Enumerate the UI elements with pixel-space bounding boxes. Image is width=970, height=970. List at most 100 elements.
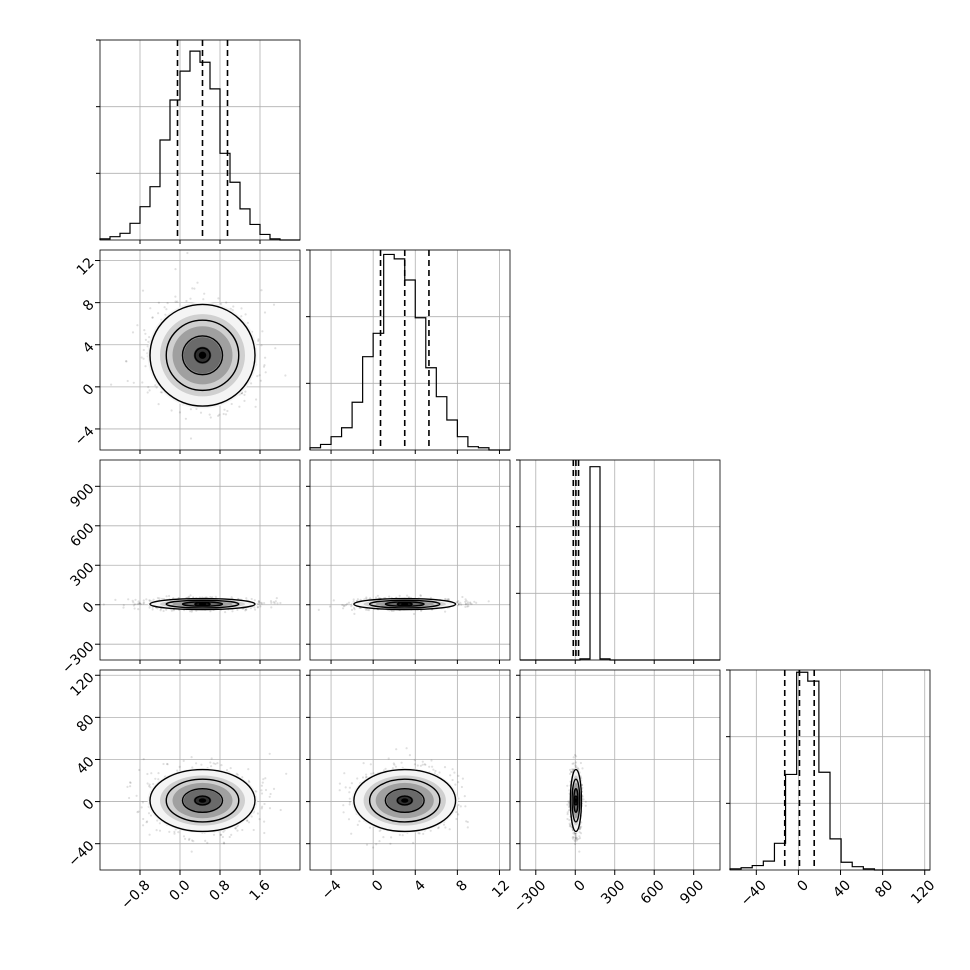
sample-point xyxy=(341,603,344,607)
sample-point xyxy=(421,760,424,763)
sample-point xyxy=(398,833,401,837)
sample-point xyxy=(158,829,162,832)
sample-point xyxy=(389,842,392,845)
sample-point xyxy=(366,608,369,612)
sample-point xyxy=(142,602,145,605)
sample-point xyxy=(579,827,582,830)
sample-point xyxy=(487,600,490,603)
sample-point xyxy=(342,811,345,814)
sample-point xyxy=(269,600,273,603)
sample-point xyxy=(374,596,378,599)
sample-point xyxy=(272,787,276,791)
sample-point xyxy=(212,762,215,765)
sample-point xyxy=(243,393,246,396)
sample-point xyxy=(133,607,136,610)
sample-point xyxy=(346,602,349,605)
sample-point xyxy=(249,607,252,610)
contour-line-0 xyxy=(353,768,457,833)
sample-point xyxy=(129,781,132,784)
sample-point xyxy=(114,598,117,602)
sample-point xyxy=(248,781,251,784)
sample-point xyxy=(365,597,368,600)
sample-point xyxy=(137,602,141,605)
sample-point xyxy=(344,604,347,607)
sample-point xyxy=(165,308,168,311)
sample-point xyxy=(246,819,249,823)
sample-point xyxy=(224,413,228,416)
sample-point xyxy=(141,381,144,384)
sample-point xyxy=(401,834,404,837)
sample-point xyxy=(263,364,266,367)
sample-point xyxy=(230,833,233,837)
sample-point xyxy=(159,609,162,612)
sample-point xyxy=(157,772,160,775)
density-fill xyxy=(198,798,207,803)
sample-point xyxy=(350,608,354,612)
sample-point xyxy=(348,786,351,789)
panel-frame xyxy=(99,249,301,451)
sample-point xyxy=(419,764,422,767)
density-fill xyxy=(401,798,409,803)
panel-frame xyxy=(729,669,931,871)
sample-point xyxy=(137,810,140,813)
sample-point xyxy=(261,805,264,808)
sample-point xyxy=(261,330,264,333)
sample-point xyxy=(128,796,131,800)
sample-point xyxy=(454,783,457,786)
sample-point xyxy=(575,838,578,841)
sample-point xyxy=(342,604,345,607)
sample-point xyxy=(149,814,153,817)
sample-point xyxy=(140,806,143,809)
sample-point xyxy=(388,595,391,598)
sample-point xyxy=(459,805,462,808)
sample-point xyxy=(220,302,223,305)
sample-point xyxy=(365,843,369,846)
sample-point xyxy=(347,818,351,821)
sample-point xyxy=(170,609,173,612)
sample-point xyxy=(191,839,194,842)
sample-point xyxy=(146,782,149,785)
sample-point xyxy=(245,597,248,600)
sample-point xyxy=(260,601,263,605)
sample-point xyxy=(260,789,263,792)
sample-point xyxy=(220,833,223,836)
sample-point xyxy=(141,801,144,804)
sample-point xyxy=(190,610,193,613)
sample-point xyxy=(155,829,158,832)
contour-line-1 xyxy=(165,319,240,392)
sample-point xyxy=(457,602,461,606)
sample-point xyxy=(350,832,353,835)
sample-point xyxy=(162,609,165,613)
panel-frame xyxy=(309,459,511,661)
sample-point xyxy=(442,823,446,826)
sample-point xyxy=(457,781,460,784)
sample-point xyxy=(219,833,222,837)
sample-point xyxy=(178,411,181,414)
sample-point xyxy=(129,785,132,788)
sample-point xyxy=(353,606,356,610)
sample-point xyxy=(195,407,198,410)
sample-point xyxy=(431,765,434,768)
sample-point xyxy=(223,408,226,411)
contour-line-0 xyxy=(149,303,256,407)
sample-point xyxy=(449,774,452,777)
scatter-panel-1-3 xyxy=(309,669,511,871)
sample-point xyxy=(473,600,476,603)
sample-point xyxy=(148,833,151,836)
hist-panel-0 xyxy=(96,39,301,241)
sample-point xyxy=(365,596,368,599)
panel-frame xyxy=(99,669,301,871)
sample-point xyxy=(352,598,355,601)
sample-point xyxy=(206,841,209,845)
sample-point xyxy=(444,597,447,601)
sample-point xyxy=(419,594,422,597)
sample-point xyxy=(221,835,224,839)
sample-point xyxy=(382,836,385,839)
sample-point xyxy=(285,772,288,775)
sample-point xyxy=(142,817,145,821)
sample-point xyxy=(225,769,229,772)
sample-point xyxy=(134,598,137,601)
sample-point xyxy=(247,768,250,771)
sample-point xyxy=(140,356,143,359)
sample-point xyxy=(156,607,159,610)
